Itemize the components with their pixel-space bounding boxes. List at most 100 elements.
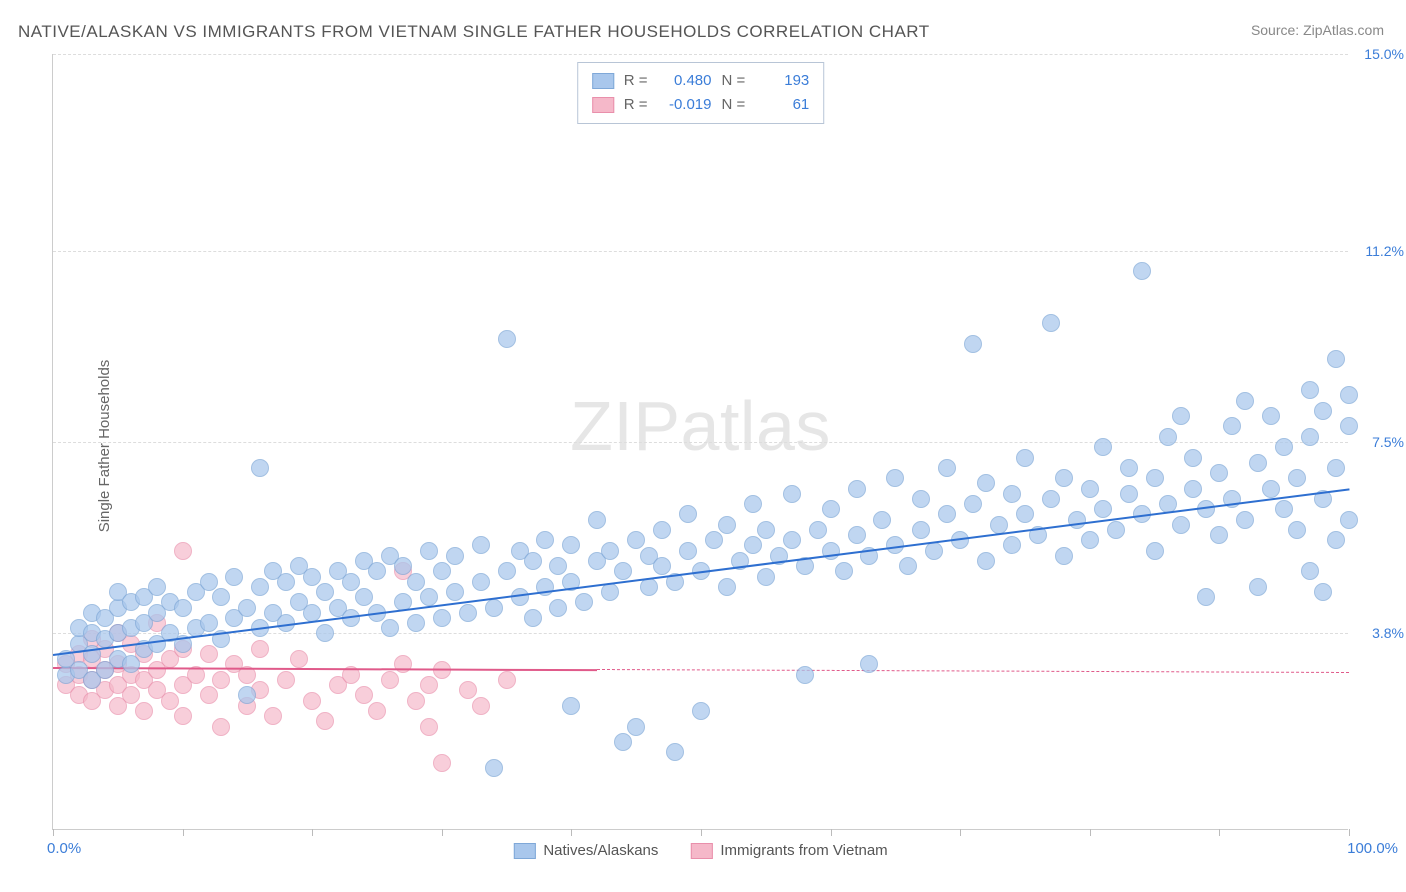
legend-item-natives: Natives/Alaskans — [513, 842, 658, 859]
scatter-point-natives — [407, 573, 425, 591]
scatter-point-natives — [1042, 314, 1060, 332]
gridline — [53, 54, 1348, 55]
scatter-point-natives — [1042, 490, 1060, 508]
n-value-immigrants: 61 — [755, 93, 809, 117]
x-tick — [312, 829, 313, 836]
scatter-point-natives — [1301, 428, 1319, 446]
scatter-point-natives — [1327, 531, 1345, 549]
scatter-point-natives — [1146, 469, 1164, 487]
stats-row-immigrants: R = -0.019 N = 61 — [592, 93, 810, 117]
scatter-point-natives — [1107, 521, 1125, 539]
scatter-point-natives — [446, 583, 464, 601]
scatter-point-natives — [1301, 381, 1319, 399]
scatter-point-natives — [1003, 485, 1021, 503]
scatter-point-natives — [1003, 536, 1021, 554]
x-axis-max-label: 100.0% — [1347, 840, 1398, 857]
scatter-point-natives — [485, 759, 503, 777]
scatter-point-natives — [446, 547, 464, 565]
scatter-point-natives — [614, 562, 632, 580]
swatch-natives-icon — [513, 843, 535, 859]
stats-row-natives: R = 0.480 N = 193 — [592, 69, 810, 93]
x-tick — [701, 829, 702, 836]
scatter-point-immigrants — [394, 655, 412, 673]
scatter-point-natives — [1146, 542, 1164, 560]
scatter-point-natives — [1262, 407, 1280, 425]
scatter-point-immigrants — [368, 702, 386, 720]
scatter-point-natives — [1120, 485, 1138, 503]
scatter-point-immigrants — [381, 671, 399, 689]
x-tick — [1090, 829, 1091, 836]
scatter-point-natives — [705, 531, 723, 549]
scatter-point-natives — [1301, 562, 1319, 580]
scatter-point-natives — [1210, 464, 1228, 482]
scatter-point-natives — [666, 743, 684, 761]
trendline-dash-immigrants — [597, 669, 1349, 673]
scatter-point-natives — [1081, 531, 1099, 549]
legend-item-immigrants: Immigrants from Vietnam — [690, 842, 887, 859]
scatter-point-natives — [238, 686, 256, 704]
legend-bottom: Natives/Alaskans Immigrants from Vietnam — [513, 842, 887, 859]
scatter-point-natives — [1120, 459, 1138, 477]
watermark-bold: ZIP — [570, 387, 680, 465]
swatch-immigrants — [592, 97, 614, 113]
scatter-point-natives — [1210, 526, 1228, 544]
scatter-point-natives — [1159, 428, 1177, 446]
chart-title: NATIVE/ALASKAN VS IMMIGRANTS FROM VIETNA… — [18, 22, 930, 42]
y-tick-label: 11.2% — [1365, 243, 1404, 259]
y-tick-label: 7.5% — [1372, 434, 1404, 450]
r-label: R = — [624, 69, 648, 93]
scatter-point-natives — [1055, 469, 1073, 487]
scatter-point-natives — [1172, 407, 1190, 425]
scatter-point-natives — [355, 588, 373, 606]
scatter-point-natives — [886, 469, 904, 487]
scatter-point-immigrants — [200, 686, 218, 704]
scatter-point-immigrants — [122, 686, 140, 704]
scatter-point-natives — [420, 542, 438, 560]
scatter-point-natives — [860, 655, 878, 673]
legend-label-natives: Natives/Alaskans — [543, 842, 658, 859]
scatter-point-natives — [148, 578, 166, 596]
scatter-point-natives — [251, 578, 269, 596]
scatter-point-natives — [212, 588, 230, 606]
scatter-point-immigrants — [407, 692, 425, 710]
x-tick — [442, 829, 443, 836]
scatter-point-natives — [433, 609, 451, 627]
source-attribution: Source: ZipAtlas.com — [1251, 22, 1384, 38]
scatter-point-natives — [238, 599, 256, 617]
scatter-point-natives — [122, 655, 140, 673]
watermark: ZIPatlas — [570, 386, 831, 466]
scatter-point-immigrants — [277, 671, 295, 689]
scatter-point-natives — [601, 583, 619, 601]
scatter-point-natives — [1288, 521, 1306, 539]
scatter-point-immigrants — [161, 692, 179, 710]
scatter-point-natives — [524, 609, 542, 627]
scatter-point-natives — [1314, 583, 1332, 601]
scatter-point-natives — [1133, 262, 1151, 280]
scatter-point-immigrants — [420, 676, 438, 694]
y-tick-label: 3.8% — [1372, 625, 1404, 641]
scatter-point-natives — [1184, 449, 1202, 467]
scatter-point-natives — [536, 531, 554, 549]
x-tick — [183, 829, 184, 836]
scatter-point-natives — [1327, 459, 1345, 477]
scatter-point-natives — [1236, 392, 1254, 410]
scatter-point-natives — [1340, 417, 1358, 435]
scatter-point-natives — [549, 557, 567, 575]
scatter-point-natives — [744, 536, 762, 554]
scatter-point-natives — [990, 516, 1008, 534]
scatter-point-natives — [316, 624, 334, 642]
scatter-point-natives — [627, 531, 645, 549]
scatter-point-natives — [1262, 480, 1280, 498]
r-value-natives: 0.480 — [658, 69, 712, 93]
scatter-point-natives — [1081, 480, 1099, 498]
gridline — [53, 251, 1348, 252]
plot-area: ZIPatlas R = 0.480 N = 193 R = -0.019 N … — [52, 54, 1348, 830]
scatter-point-natives — [277, 573, 295, 591]
x-tick — [831, 829, 832, 836]
scatter-point-natives — [796, 666, 814, 684]
scatter-point-immigrants — [264, 707, 282, 725]
scatter-point-natives — [848, 480, 866, 498]
x-tick — [1219, 829, 1220, 836]
scatter-point-natives — [873, 511, 891, 529]
scatter-point-natives — [1288, 469, 1306, 487]
